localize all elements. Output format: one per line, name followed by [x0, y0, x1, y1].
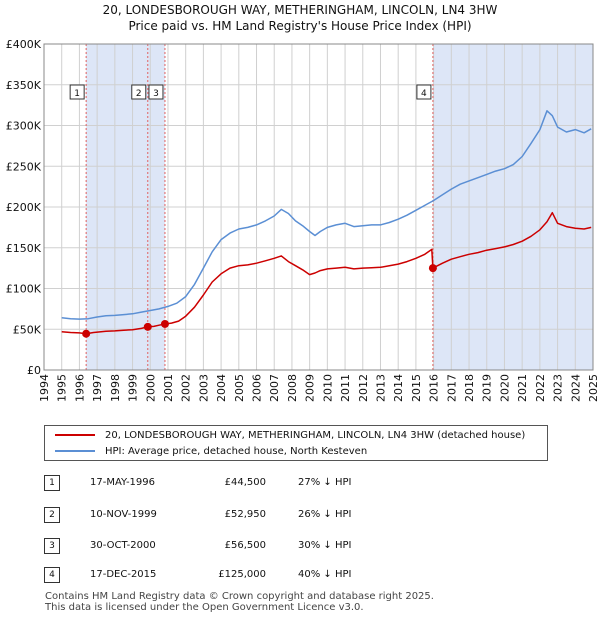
plot-frame: [43, 43, 594, 371]
sale-price: £56,500: [224, 540, 266, 551]
x-tick-label: 2015: [410, 374, 423, 402]
sale-point: [143, 322, 152, 331]
sale-point: [428, 264, 437, 273]
x-tick-label: 2017: [445, 374, 458, 402]
x-tick-label: 2001: [162, 374, 175, 402]
y-tick-label: £300K: [6, 120, 42, 133]
sale-marker-label: 4: [421, 89, 427, 99]
sale-hpi-diff: 27% ↓ HPI: [298, 477, 352, 488]
legend: 20, LONDESBOROUGH WAY, METHERINGHAM, LIN…: [44, 425, 548, 461]
x-tick-label: 2019: [481, 374, 494, 402]
x-tick-label: 2014: [392, 374, 405, 402]
price-chart: 1 2 3 4 £0 £50K £100K £150K £200K £250K £300K £350…: [6, 38, 600, 402]
sale-badge: 3: [44, 538, 60, 554]
legend-item-property: 20, LONDESBOROUGH WAY, METHERINGHAM, LIN…: [55, 427, 525, 443]
x-tick-label: 2000: [144, 374, 157, 402]
x-tick-label: 2003: [197, 374, 210, 402]
sale-badge: 4: [44, 567, 60, 583]
sale-badge: 2: [44, 507, 60, 523]
x-tick-label: 2009: [304, 374, 317, 402]
x-tick-label: 2023: [552, 374, 565, 402]
legend-swatch-hpi: [55, 450, 95, 452]
x-tick-label: 2025: [587, 374, 600, 402]
sale-price: £125,000: [218, 569, 266, 580]
y-tick-label: £350K: [6, 79, 42, 92]
x-tick-label: 2018: [463, 374, 476, 402]
sale-date: 17-DEC-2015: [90, 569, 157, 580]
x-tick-label: 2004: [215, 374, 228, 402]
sale-point: [160, 319, 169, 328]
sale-marker-box: [416, 84, 432, 100]
hpi-line: [61, 110, 592, 320]
chart-title: 20, LONDESBOROUGH WAY, METHERINGHAM, LIN…: [102, 3, 498, 17]
sale-date: 30-OCT-2000: [90, 540, 156, 551]
x-tick-label: 1994: [38, 374, 51, 402]
x-tick-label: 2011: [339, 374, 352, 402]
x-tick-label: 2002: [180, 374, 193, 402]
property-line: [61, 211, 592, 335]
x-tick-label: 2021: [516, 374, 529, 402]
sale-price: £44,500: [224, 477, 266, 488]
sale-marker-box: [69, 84, 85, 100]
x-tick-label: 2010: [321, 374, 334, 402]
sale-hpi-diff: 30% ↓ HPI: [298, 540, 352, 551]
legend-label-hpi: HPI: Average price, detached house, Nort…: [105, 445, 368, 457]
x-tick-label: 2013: [374, 374, 387, 402]
x-tick-label: 2024: [569, 374, 582, 402]
sale-marker-label: 1: [74, 89, 80, 99]
legend-item-hpi: HPI: Average price, detached house, Nort…: [55, 443, 367, 459]
sale-marker-label: 2: [136, 89, 142, 99]
y-tick-label: £100K: [6, 283, 42, 296]
sale-marker-box: [131, 84, 147, 100]
x-tick-label: 1995: [56, 374, 69, 402]
x-tick-label: 2022: [534, 374, 547, 402]
y-tick-label: £400K: [6, 38, 42, 51]
footer-copyright: Contains HM Land Registry data © Crown c…: [45, 591, 434, 602]
y-tick-label: £0: [27, 364, 41, 377]
legend-label-property: 20, LONDESBOROUGH WAY, METHERINGHAM, LIN…: [105, 429, 526, 441]
sale-badge: 1: [44, 475, 60, 491]
y-tick-label: £50K: [13, 323, 42, 336]
sale-price: £52,950: [224, 509, 266, 520]
x-tick-label: 2016: [428, 374, 441, 402]
sale-marker-box: [148, 84, 164, 100]
legend-swatch-property: [55, 434, 95, 436]
footer-licence: This data is licensed under the Open Gov…: [45, 602, 364, 613]
sale-hpi-diff: 26% ↓ HPI: [298, 509, 352, 520]
x-tick-label: 1996: [73, 374, 86, 402]
x-tick-label: 1999: [127, 374, 140, 402]
sale-date: 10-NOV-1999: [90, 509, 157, 520]
y-tick-label: £200K: [6, 201, 42, 214]
sale-point: [82, 329, 91, 338]
x-tick-label: 2020: [498, 374, 511, 402]
y-tick-label: £150K: [6, 242, 42, 255]
y-tick-label: £250K: [6, 160, 42, 173]
x-tick-label: 1998: [109, 374, 122, 402]
sale-date: 17-MAY-1996: [90, 477, 156, 488]
x-tick-label: 2008: [286, 374, 299, 402]
x-tick-label: 2006: [251, 374, 264, 402]
x-tick-label: 2005: [233, 374, 246, 402]
x-tick-label: 2012: [357, 374, 370, 402]
chart-subtitle: Price paid vs. HM Land Registry's House …: [128, 19, 472, 33]
x-tick-label: 1997: [91, 374, 104, 402]
x-tick-label: 2007: [268, 374, 281, 402]
sale-marker-label: 3: [153, 89, 159, 99]
sale-hpi-diff: 40% ↓ HPI: [298, 569, 352, 580]
